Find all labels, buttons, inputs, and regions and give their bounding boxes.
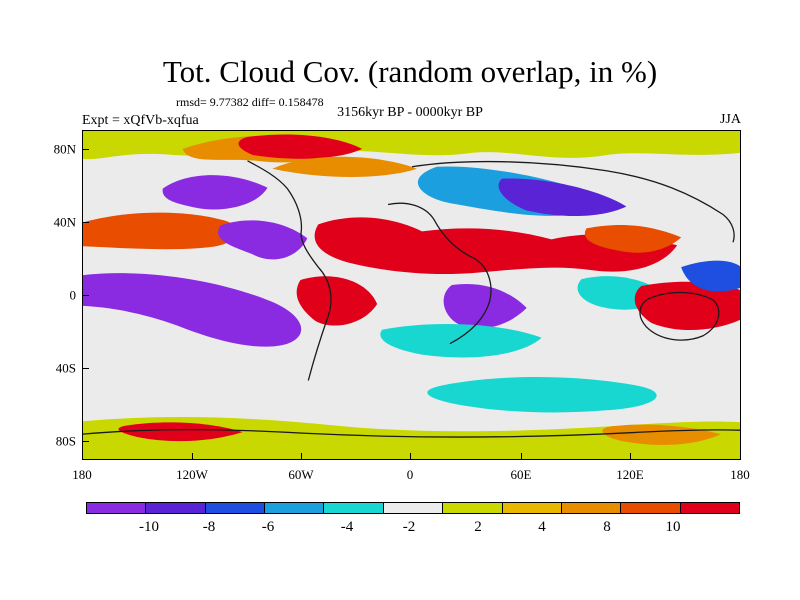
region-southern-ocean-cyan (427, 376, 657, 413)
region-central-asia-purple (498, 178, 627, 217)
colorbar-box-9 (561, 503, 622, 513)
x-tickmark-60w (301, 453, 302, 460)
colorbar-label-2: 2 (474, 519, 482, 535)
region-south-asia-red-orange (584, 224, 682, 253)
y-tickmark-40s (82, 368, 89, 369)
x-tickmark-60e (521, 453, 522, 460)
season-label: JJA (719, 112, 741, 127)
colorbar-box-1 (87, 503, 147, 513)
colorbar-box-8 (502, 503, 562, 513)
colorbar-box-11 (680, 503, 739, 513)
map-title: Tot. Cloud Cov. (random overlap, in %) (162, 54, 658, 89)
region-tropical-africa-red (314, 217, 678, 275)
colorbar-label-4: 4 (538, 519, 546, 535)
africa-coastline (387, 202, 492, 345)
x-tick-180-west-edge: 180 (72, 467, 92, 482)
region-central-america-purple (218, 220, 308, 260)
colorbar-box-6 (383, 503, 444, 513)
y-tick-0: 0 (69, 287, 77, 303)
x-tick-60e: 60E (510, 467, 532, 482)
region-north-pacific-red-orange (83, 212, 238, 250)
americas-coastline (247, 160, 332, 381)
colorbar (86, 502, 740, 514)
colorbar-label-8: 8 (603, 519, 611, 535)
colorbar-label-minus-10: -10 (139, 519, 159, 535)
colorbar-box-4 (265, 503, 325, 513)
antarctica-coastline (83, 428, 740, 438)
x-tick-0: 0 (406, 467, 414, 482)
x-tick-120e: 120E (616, 467, 644, 482)
colorbar-label-minus-4: -4 (340, 519, 354, 535)
colorbar-label-minus-2: -2 (402, 519, 416, 535)
colorbar-box-10 (621, 503, 681, 513)
region-north-atlantic-orange (272, 156, 417, 177)
x-tick-60w: 60W (288, 467, 314, 482)
colorbar-label-minus-8: -8 (202, 519, 216, 535)
region-south-atlantic-cyan (380, 323, 542, 358)
region-equatorial-pacific-purple (83, 273, 302, 347)
y-tick-80s: 80S (55, 433, 76, 449)
y-tick-40s: 40S (55, 360, 76, 376)
region-antarctic-yellow (83, 417, 740, 459)
stats-line: rmsd= 9.77382 diff= 0.158478 (176, 95, 324, 109)
colorbar-box-7 (443, 503, 503, 513)
region-southern-africa-purple (443, 283, 527, 329)
colorbar-box-2 (146, 503, 206, 513)
colorbar-label-minus-6: -6 (261, 519, 275, 535)
map-field (83, 131, 740, 459)
australia-coastline (639, 291, 720, 341)
region-northeast-pacific-purple (162, 175, 268, 210)
y-tickmark-40n (82, 222, 89, 223)
region-australia-red (634, 281, 740, 331)
region-arctic-red (238, 134, 363, 159)
experiment-label: Expt = xQfVb-xqfua (82, 113, 199, 128)
x-tickmark-120e (630, 453, 631, 460)
y-tick-80n: 80N (53, 141, 76, 157)
x-tickmark-0 (410, 453, 411, 460)
y-tickmark-80s (82, 441, 89, 442)
region-south-america-red (296, 276, 378, 326)
y-tickmark-80n (82, 149, 89, 150)
y-tickmark-0 (82, 295, 89, 296)
y-tick-40n: 40N (53, 214, 76, 230)
x-tick-120w: 120W (176, 467, 208, 482)
eurasia-coastline (411, 160, 735, 243)
colorbar-box-3 (205, 503, 266, 513)
map-plot-area (82, 130, 741, 460)
x-tick-180-east-edge: 180 (730, 467, 750, 482)
region-antarctic-red-west (118, 422, 243, 442)
colorbar-label-10: 10 (665, 519, 681, 535)
region-maritime-continent-blue (681, 260, 740, 292)
period-label: 3156kyr BP - 0000kyr BP (337, 105, 483, 120)
x-tickmark-120w (192, 453, 193, 460)
colorbar-box-5 (324, 503, 384, 513)
